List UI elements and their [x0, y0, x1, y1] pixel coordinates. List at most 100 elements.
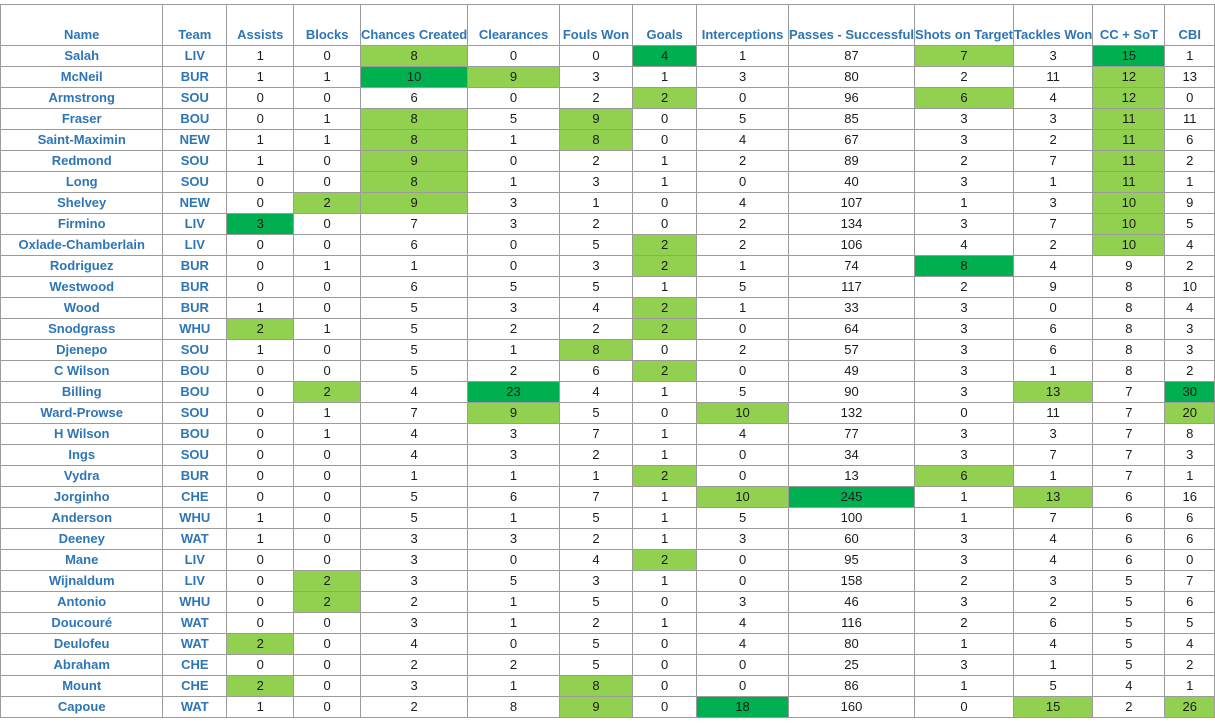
chances-created-cell[interactable]: 1: [360, 255, 469, 277]
tackles-won-cell[interactable]: 0: [1013, 297, 1094, 319]
cbi-cell[interactable]: 0: [1164, 87, 1215, 109]
blocks-cell[interactable]: 1: [293, 129, 362, 151]
clearances-cell[interactable]: 0: [467, 87, 560, 109]
blocks-cell[interactable]: 2: [293, 192, 362, 214]
team-cell[interactable]: NEW: [162, 192, 228, 214]
cc-sot-cell[interactable]: 7: [1092, 381, 1166, 403]
interceptions-cell[interactable]: 5: [696, 381, 789, 403]
chances-created-cell[interactable]: 7: [360, 213, 469, 235]
shots-on-target-cell[interactable]: 3: [914, 360, 1015, 382]
shots-on-target-cell[interactable]: 3: [914, 423, 1015, 445]
goals-cell[interactable]: 2: [632, 549, 698, 571]
team-cell[interactable]: SOU: [162, 402, 228, 424]
fouls-won-cell[interactable]: 5: [558, 507, 634, 529]
interceptions-cell[interactable]: 0: [696, 675, 789, 697]
interceptions-cell[interactable]: 1: [696, 297, 789, 319]
interceptions-cell[interactable]: 10: [696, 402, 789, 424]
player-name-cell[interactable]: Anderson: [0, 507, 164, 529]
cc-sot-cell[interactable]: 5: [1092, 633, 1166, 655]
interceptions-cell[interactable]: 0: [696, 360, 789, 382]
cbi-cell[interactable]: 8: [1164, 423, 1215, 445]
interceptions-cell[interactable]: 0: [696, 87, 789, 109]
player-name-cell[interactable]: Billing: [0, 381, 164, 403]
blocks-cell[interactable]: 1: [293, 402, 362, 424]
tackles-won-cell[interactable]: 13: [1013, 486, 1094, 508]
player-name-cell[interactable]: Redmond: [0, 150, 164, 172]
interceptions-cell[interactable]: 0: [696, 549, 789, 571]
team-cell[interactable]: CHE: [162, 675, 228, 697]
team-cell[interactable]: WAT: [162, 696, 228, 718]
passes-successful-cell[interactable]: 57: [787, 339, 916, 361]
fouls-won-cell[interactable]: 9: [558, 108, 634, 130]
chances-created-cell[interactable]: 8: [360, 45, 469, 67]
interceptions-cell[interactable]: 0: [696, 318, 789, 340]
shots-on-target-cell[interactable]: 2: [914, 66, 1015, 88]
blocks-cell[interactable]: 0: [293, 234, 362, 256]
interceptions-cell[interactable]: 5: [696, 276, 789, 298]
player-name-cell[interactable]: Long: [0, 171, 164, 193]
tackles-won-cell[interactable]: 7: [1013, 150, 1094, 172]
goals-cell[interactable]: 2: [632, 465, 698, 487]
passes-successful-cell[interactable]: 132: [787, 402, 916, 424]
clearances-cell[interactable]: 1: [467, 465, 560, 487]
goals-cell[interactable]: 0: [632, 591, 698, 613]
cc-sot-cell[interactable]: 6: [1092, 549, 1166, 571]
blocks-cell[interactable]: 1: [293, 108, 362, 130]
player-name-cell[interactable]: Deulofeu: [0, 633, 164, 655]
chances-created-cell[interactable]: 8: [360, 171, 469, 193]
shots-on-target-cell[interactable]: 3: [914, 129, 1015, 151]
chances-created-cell[interactable]: 10: [360, 66, 469, 88]
goals-cell[interactable]: 1: [632, 528, 698, 550]
shots-on-target-cell[interactable]: 0: [914, 696, 1015, 718]
shots-on-target-cell[interactable]: 1: [914, 507, 1015, 529]
cc-sot-cell[interactable]: 10: [1092, 213, 1166, 235]
fouls-won-cell[interactable]: 4: [558, 381, 634, 403]
fouls-won-cell[interactable]: 8: [558, 339, 634, 361]
assists-cell[interactable]: 3: [226, 213, 295, 235]
player-name-cell[interactable]: Shelvey: [0, 192, 164, 214]
column-header-interceptions[interactable]: Interceptions: [696, 4, 789, 46]
assists-cell[interactable]: 0: [226, 444, 295, 466]
cc-sot-cell[interactable]: 7: [1092, 402, 1166, 424]
column-header-cc-sot[interactable]: CC + SoT: [1092, 4, 1166, 46]
blocks-cell[interactable]: 1: [293, 318, 362, 340]
fouls-won-cell[interactable]: 2: [558, 318, 634, 340]
player-name-cell[interactable]: Abraham: [0, 654, 164, 676]
clearances-cell[interactable]: 1: [467, 171, 560, 193]
clearances-cell[interactable]: 3: [467, 213, 560, 235]
team-cell[interactable]: WHU: [162, 318, 228, 340]
assists-cell[interactable]: 0: [226, 381, 295, 403]
interceptions-cell[interactable]: 18: [696, 696, 789, 718]
interceptions-cell[interactable]: 4: [696, 129, 789, 151]
chances-created-cell[interactable]: 3: [360, 570, 469, 592]
goals-cell[interactable]: 0: [632, 696, 698, 718]
interceptions-cell[interactable]: 4: [696, 633, 789, 655]
clearances-cell[interactable]: 2: [467, 654, 560, 676]
clearances-cell[interactable]: 3: [467, 297, 560, 319]
shots-on-target-cell[interactable]: 3: [914, 213, 1015, 235]
passes-successful-cell[interactable]: 33: [787, 297, 916, 319]
goals-cell[interactable]: 0: [632, 192, 698, 214]
tackles-won-cell[interactable]: 7: [1013, 507, 1094, 529]
tackles-won-cell[interactable]: 5: [1013, 675, 1094, 697]
blocks-cell[interactable]: 0: [293, 633, 362, 655]
shots-on-target-cell[interactable]: 3: [914, 654, 1015, 676]
cc-sot-cell[interactable]: 11: [1092, 108, 1166, 130]
team-cell[interactable]: SOU: [162, 444, 228, 466]
assists-cell[interactable]: 0: [226, 402, 295, 424]
blocks-cell[interactable]: 0: [293, 465, 362, 487]
fouls-won-cell[interactable]: 2: [558, 612, 634, 634]
assists-cell[interactable]: 1: [226, 150, 295, 172]
cbi-cell[interactable]: 5: [1164, 612, 1215, 634]
passes-successful-cell[interactable]: 96: [787, 87, 916, 109]
cbi-cell[interactable]: 9: [1164, 192, 1215, 214]
passes-successful-cell[interactable]: 106: [787, 234, 916, 256]
chances-created-cell[interactable]: 4: [360, 633, 469, 655]
blocks-cell[interactable]: 2: [293, 591, 362, 613]
player-name-cell[interactable]: C Wilson: [0, 360, 164, 382]
chances-created-cell[interactable]: 2: [360, 696, 469, 718]
shots-on-target-cell[interactable]: 2: [914, 570, 1015, 592]
cbi-cell[interactable]: 20: [1164, 402, 1215, 424]
team-cell[interactable]: BOU: [162, 360, 228, 382]
goals-cell[interactable]: 1: [632, 444, 698, 466]
